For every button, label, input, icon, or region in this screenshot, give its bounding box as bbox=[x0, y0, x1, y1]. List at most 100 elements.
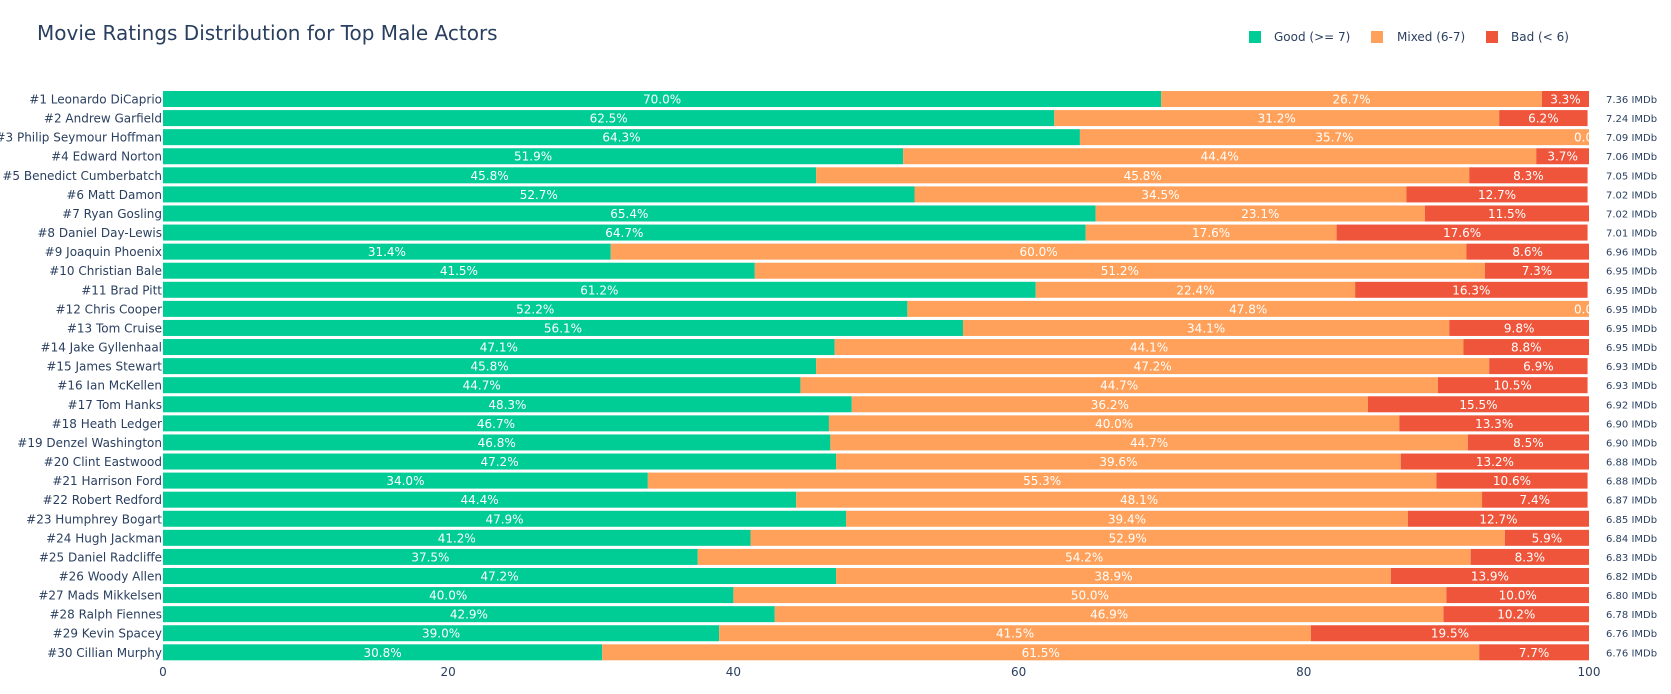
bar-good-chris-cooper[interactable] bbox=[163, 300, 908, 317]
bar-mixed-ralph-fiennes[interactable] bbox=[774, 606, 1444, 623]
bar-bad-humphrey-bogart[interactable] bbox=[1407, 510, 1589, 527]
bar-mixed-brad-pitt[interactable] bbox=[1035, 281, 1356, 298]
legend-item-good[interactable]: Good (>= 7) bbox=[1249, 30, 1350, 44]
bar-bad-tom-cruise[interactable] bbox=[1449, 319, 1589, 336]
bar-good-leonardo-dicaprio[interactable] bbox=[163, 91, 1162, 107]
bar-mixed-jake-gyllenhaal[interactable] bbox=[834, 339, 1464, 356]
bar-bad-mads-mikkelsen[interactable] bbox=[1446, 587, 1589, 604]
bar-bad-leonardo-dicaprio[interactable] bbox=[1541, 91, 1589, 107]
bar-bad-hugh-jackman[interactable] bbox=[1504, 529, 1589, 546]
bar-bad-joaquin-phoenix[interactable] bbox=[1466, 243, 1589, 260]
bar-good-andrew-garfield[interactable] bbox=[163, 110, 1055, 127]
bar-bad-robert-redford[interactable] bbox=[1482, 491, 1588, 508]
bar-bad-ian-mckellen[interactable] bbox=[1437, 377, 1588, 394]
bar-bad-benedict-cumberbatch[interactable] bbox=[1469, 167, 1588, 184]
category-label-christian-bale: #10 Christian Bale bbox=[49, 264, 162, 278]
bar-mixed-philip-seymour-hoffman[interactable] bbox=[1079, 129, 1589, 146]
bar-bad-matt-damon[interactable] bbox=[1406, 186, 1588, 203]
bar-good-jake-gyllenhaal[interactable] bbox=[163, 339, 835, 356]
bar-good-ryan-gosling[interactable] bbox=[163, 205, 1096, 222]
bar-mixed-heath-ledger[interactable] bbox=[828, 415, 1400, 432]
legend-item-mixed[interactable]: Mixed (6-7) bbox=[1371, 30, 1465, 44]
bar-bad-ralph-fiennes[interactable] bbox=[1443, 606, 1589, 623]
bar-mixed-denzel-washington[interactable] bbox=[830, 434, 1468, 451]
bar-good-tom-cruise[interactable] bbox=[163, 319, 963, 336]
bar-good-denzel-washington[interactable] bbox=[163, 434, 831, 451]
bar-good-robert-redford[interactable] bbox=[163, 491, 797, 508]
bar-mixed-chris-cooper[interactable] bbox=[907, 300, 1589, 317]
bar-good-edward-norton[interactable] bbox=[163, 148, 904, 165]
bar-good-clint-eastwood[interactable] bbox=[163, 453, 837, 470]
bar-mixed-harrison-ford[interactable] bbox=[647, 472, 1437, 489]
bar-good-brad-pitt[interactable] bbox=[163, 281, 1036, 298]
bar-mixed-mads-mikkelsen[interactable] bbox=[733, 587, 1447, 604]
bar-mixed-woody-allen[interactable] bbox=[836, 568, 1391, 584]
bar-mixed-tom-hanks[interactable] bbox=[851, 396, 1368, 413]
bar-mixed-leonardo-dicaprio[interactable] bbox=[1161, 91, 1542, 107]
bar-good-kevin-spacey[interactable] bbox=[163, 625, 720, 642]
bar-good-humphrey-bogart[interactable] bbox=[163, 510, 847, 527]
bar-good-matt-damon[interactable] bbox=[163, 186, 915, 203]
bar-good-benedict-cumberbatch[interactable] bbox=[163, 167, 817, 184]
legend-item-bad[interactable]: Bad (< 6) bbox=[1486, 30, 1569, 44]
data-label-bad-edward-norton: 3.7% bbox=[1547, 150, 1578, 164]
bar-mixed-ian-mckellen[interactable] bbox=[800, 377, 1438, 394]
bar-bad-james-stewart[interactable] bbox=[1489, 358, 1588, 375]
bar-mixed-christian-bale[interactable] bbox=[754, 262, 1485, 279]
bar-good-heath-ledger[interactable] bbox=[163, 415, 829, 432]
bar-mixed-daniel-radcliffe[interactable] bbox=[697, 548, 1471, 565]
bar-good-james-stewart[interactable] bbox=[163, 358, 817, 375]
bars-group bbox=[163, 91, 1589, 661]
bar-mixed-daniel-day-lewis[interactable] bbox=[1085, 224, 1337, 241]
bar-bad-andrew-garfield[interactable] bbox=[1499, 110, 1588, 127]
bar-good-hugh-jackman[interactable] bbox=[163, 529, 751, 546]
bar-mixed-humphrey-bogart[interactable] bbox=[846, 510, 1408, 527]
data-label-mixed-daniel-radcliffe: 54.2% bbox=[1065, 550, 1103, 564]
bar-bad-daniel-radcliffe[interactable] bbox=[1470, 548, 1589, 565]
bar-good-philip-seymour-hoffman[interactable] bbox=[163, 129, 1080, 146]
bar-good-daniel-day-lewis[interactable] bbox=[163, 224, 1086, 241]
bar-mixed-joaquin-phoenix[interactable] bbox=[610, 243, 1467, 260]
data-label-bad-jake-gyllenhaal: 8.8% bbox=[1511, 341, 1542, 355]
bar-mixed-matt-damon[interactable] bbox=[914, 186, 1407, 203]
bar-good-daniel-radcliffe[interactable] bbox=[163, 548, 698, 565]
bar-bad-jake-gyllenhaal[interactable] bbox=[1463, 339, 1589, 356]
bar-mixed-kevin-spacey[interactable] bbox=[719, 625, 1311, 642]
bar-bad-christian-bale[interactable] bbox=[1484, 262, 1589, 279]
bar-bad-kevin-spacey[interactable] bbox=[1310, 625, 1589, 642]
bar-mixed-andrew-garfield[interactable] bbox=[1054, 110, 1500, 127]
bar-bad-ryan-gosling[interactable] bbox=[1425, 205, 1589, 222]
bar-mixed-robert-redford[interactable] bbox=[796, 491, 1483, 508]
bar-mixed-clint-eastwood[interactable] bbox=[836, 453, 1401, 470]
bar-bad-clint-eastwood[interactable] bbox=[1400, 453, 1589, 470]
bar-mixed-cillian-murphy[interactable] bbox=[602, 644, 1480, 661]
bar-good-woody-allen[interactable] bbox=[163, 568, 837, 584]
bar-bad-brad-pitt[interactable] bbox=[1355, 281, 1588, 298]
bar-good-ralph-fiennes[interactable] bbox=[163, 606, 775, 623]
bar-mixed-james-stewart[interactable] bbox=[816, 358, 1490, 375]
bar-good-harrison-ford[interactable] bbox=[163, 472, 648, 489]
bar-bad-tom-hanks[interactable] bbox=[1367, 396, 1589, 413]
bar-good-cillian-murphy[interactable] bbox=[163, 644, 603, 661]
bar-good-mads-mikkelsen[interactable] bbox=[163, 587, 734, 604]
bar-mixed-ryan-gosling[interactable] bbox=[1095, 205, 1426, 222]
bar-good-joaquin-phoenix[interactable] bbox=[163, 243, 611, 260]
bar-bad-heath-ledger[interactable] bbox=[1399, 415, 1589, 432]
bar-mixed-hugh-jackman[interactable] bbox=[750, 529, 1505, 546]
data-label-good-kevin-spacey: 39.0% bbox=[422, 627, 460, 641]
x-tick-label-20: 20 bbox=[441, 665, 456, 679]
bar-bad-daniel-day-lewis[interactable] bbox=[1336, 224, 1588, 241]
bar-bad-denzel-washington[interactable] bbox=[1467, 434, 1589, 451]
bar-bad-edward-norton[interactable] bbox=[1536, 148, 1589, 165]
bar-good-ian-mckellen[interactable] bbox=[163, 377, 801, 394]
bar-good-tom-hanks[interactable] bbox=[163, 396, 852, 413]
bar-mixed-tom-cruise[interactable] bbox=[962, 319, 1450, 336]
bar-bad-cillian-murphy[interactable] bbox=[1479, 644, 1589, 661]
bar-good-christian-bale[interactable] bbox=[163, 262, 755, 279]
bar-mixed-benedict-cumberbatch[interactable] bbox=[816, 167, 1470, 184]
data-label-mixed-brad-pitt: 22.4% bbox=[1176, 283, 1214, 297]
bar-bad-woody-allen[interactable] bbox=[1390, 568, 1589, 584]
bar-bad-harrison-ford[interactable] bbox=[1436, 472, 1588, 489]
segment-labels-group: 70.0% 26.7% 3.3% 62.5% 31.2% 6.2% 64.3% 35.7% 0.… bbox=[364, 93, 1589, 660]
bar-mixed-edward-norton[interactable] bbox=[903, 148, 1537, 165]
